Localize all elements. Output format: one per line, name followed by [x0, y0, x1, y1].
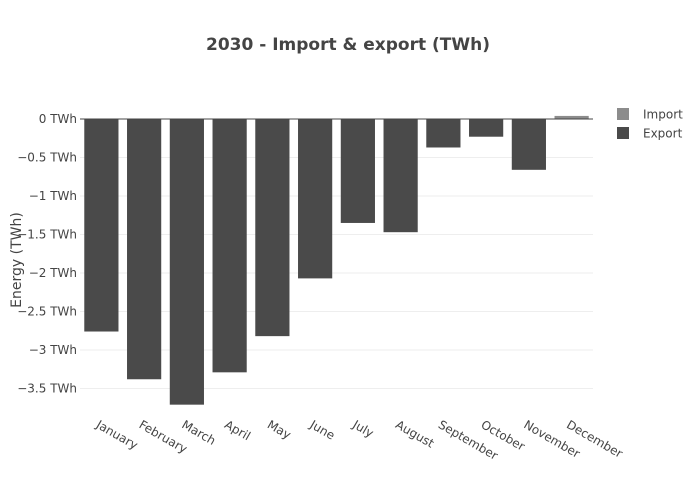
bar-export-april[interactable]	[212, 119, 247, 373]
x-tick-label: April	[222, 417, 253, 443]
x-tick-label: August	[393, 417, 437, 450]
bar-export-january[interactable]	[84, 119, 119, 332]
x-tick-label: June	[307, 417, 338, 443]
legend[interactable]: Import Export	[617, 108, 683, 141]
bar-export-november[interactable]	[511, 119, 546, 170]
y-tick-labels: 0 TWh −0.5 TWh −1 TWh −1.5 TWh −2 TWh −2.5 TW…	[17, 112, 77, 396]
x-tick-label: May	[265, 417, 293, 442]
y-tick-label: −2 TWh	[29, 266, 77, 280]
legend-item-export[interactable]: Export	[617, 127, 683, 141]
bar-export-october[interactable]	[469, 119, 504, 137]
bar-export-july[interactable]	[340, 119, 375, 223]
legend-label: Import	[643, 108, 683, 122]
gridlines	[80, 157, 593, 389]
x-tick-label: February	[137, 417, 190, 456]
bars	[84, 115, 589, 405]
bar-export-september[interactable]	[426, 119, 461, 148]
y-tick-label: −1.5 TWh	[17, 228, 77, 242]
legend-swatch	[617, 127, 629, 139]
bar-export-may[interactable]	[255, 119, 290, 337]
bar-import-december[interactable]	[554, 115, 589, 119]
y-tick-label: 0 TWh	[39, 112, 77, 126]
bar-export-june[interactable]	[298, 119, 333, 279]
x-tick-label: July	[350, 417, 377, 440]
legend-item-import[interactable]: Import	[617, 108, 683, 122]
x-tick-label: January	[93, 417, 140, 452]
y-tick-label: −2.5 TWh	[17, 305, 77, 319]
chart-title: 2030 - Import & export (TWh)	[206, 35, 490, 55]
legend-label: Export	[643, 127, 683, 141]
bar-export-march[interactable]	[169, 119, 204, 405]
bar-export-august[interactable]	[383, 119, 418, 233]
y-tick-label: −3 TWh	[29, 343, 77, 357]
bar-export-february[interactable]	[127, 119, 162, 380]
y-tick-label: −3.5 TWh	[17, 382, 77, 396]
legend-swatch	[617, 108, 629, 120]
y-tick-label: −0.5 TWh	[17, 151, 77, 165]
y-axis-title: Energy (TWh)	[9, 212, 25, 308]
y-tick-label: −1 TWh	[29, 189, 77, 203]
